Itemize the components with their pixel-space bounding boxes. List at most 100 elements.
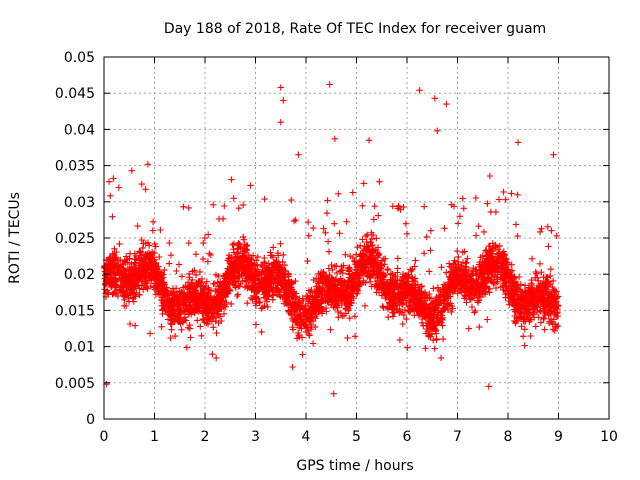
data-point bbox=[291, 303, 298, 310]
data-point bbox=[538, 225, 545, 232]
data-point bbox=[295, 151, 302, 158]
data-point bbox=[456, 213, 464, 220]
data-point bbox=[130, 290, 137, 297]
data-point bbox=[439, 316, 446, 324]
data-point bbox=[476, 284, 483, 292]
data-point bbox=[138, 278, 146, 285]
data-point bbox=[379, 276, 386, 283]
data-point bbox=[288, 196, 295, 204]
data-point bbox=[211, 280, 218, 287]
data-point bbox=[517, 310, 524, 318]
data-point bbox=[341, 299, 348, 307]
data-point bbox=[131, 267, 138, 274]
data-point bbox=[406, 308, 413, 316]
data-point bbox=[241, 264, 248, 271]
data-point bbox=[345, 267, 352, 274]
data-point bbox=[291, 288, 298, 295]
data-point bbox=[138, 236, 145, 244]
data-point bbox=[232, 254, 239, 261]
data-point bbox=[385, 314, 392, 321]
data-point bbox=[219, 283, 227, 290]
data-point bbox=[213, 299, 220, 307]
data-point bbox=[272, 275, 279, 282]
data-point bbox=[166, 312, 173, 319]
data-point bbox=[484, 200, 491, 207]
data-point bbox=[244, 300, 251, 307]
data-point bbox=[501, 251, 508, 258]
data-point bbox=[126, 266, 133, 273]
data-point bbox=[123, 253, 130, 260]
data-point bbox=[333, 284, 340, 291]
data-point bbox=[234, 249, 241, 256]
data-point bbox=[367, 266, 374, 274]
data-point bbox=[253, 257, 260, 264]
data-point bbox=[109, 291, 116, 298]
data-point bbox=[544, 301, 551, 308]
data-point bbox=[291, 294, 299, 301]
data-point bbox=[298, 313, 306, 320]
data-point bbox=[511, 290, 518, 298]
data-point bbox=[275, 288, 282, 296]
data-point bbox=[402, 220, 410, 227]
data-point bbox=[121, 258, 128, 265]
data-point bbox=[193, 292, 200, 300]
data-point bbox=[312, 289, 320, 297]
data-point bbox=[553, 323, 561, 330]
data-point bbox=[253, 289, 260, 296]
data-point bbox=[455, 268, 462, 276]
y-tick-label: 0.045 bbox=[55, 86, 95, 102]
data-point bbox=[158, 282, 165, 290]
data-point bbox=[532, 323, 539, 330]
data-point bbox=[429, 301, 436, 308]
data-point bbox=[277, 84, 284, 91]
data-point bbox=[196, 278, 203, 286]
data-point bbox=[320, 225, 327, 232]
data-point bbox=[399, 292, 406, 300]
data-point bbox=[520, 333, 527, 340]
data-point bbox=[107, 192, 114, 199]
data-point bbox=[395, 202, 402, 210]
data-point bbox=[411, 291, 418, 299]
data-point bbox=[511, 317, 518, 325]
data-point bbox=[551, 304, 559, 311]
data-point bbox=[101, 263, 108, 271]
data-point bbox=[403, 315, 410, 323]
data-point bbox=[483, 265, 490, 272]
data-point bbox=[333, 262, 340, 270]
data-point bbox=[132, 322, 139, 329]
data-point bbox=[202, 309, 210, 317]
data-point bbox=[120, 292, 127, 300]
data-point bbox=[544, 274, 551, 281]
data-point bbox=[258, 328, 265, 336]
data-point bbox=[421, 311, 429, 318]
data-point bbox=[384, 265, 392, 273]
data-point bbox=[380, 272, 388, 279]
data-point bbox=[143, 284, 150, 291]
data-point bbox=[311, 305, 318, 312]
data-point bbox=[263, 298, 270, 305]
data-point bbox=[351, 333, 359, 340]
data-point bbox=[358, 257, 365, 265]
data-point bbox=[462, 263, 469, 270]
data-point bbox=[421, 294, 429, 301]
data-point bbox=[258, 305, 265, 312]
data-point bbox=[140, 261, 147, 268]
x-tick-label: 9 bbox=[554, 429, 563, 445]
data-point bbox=[112, 254, 119, 261]
data-point bbox=[477, 268, 484, 276]
data-point bbox=[538, 269, 545, 276]
data-point bbox=[532, 268, 539, 276]
data-point bbox=[520, 292, 527, 300]
data-point bbox=[256, 299, 263, 306]
data-point bbox=[144, 239, 152, 246]
data-point bbox=[264, 283, 271, 291]
data-point bbox=[378, 261, 385, 269]
data-point bbox=[486, 247, 493, 254]
data-point bbox=[179, 319, 187, 326]
data-point bbox=[315, 308, 322, 315]
data-point bbox=[511, 306, 518, 313]
data-point bbox=[219, 298, 227, 305]
data-point bbox=[176, 318, 183, 325]
